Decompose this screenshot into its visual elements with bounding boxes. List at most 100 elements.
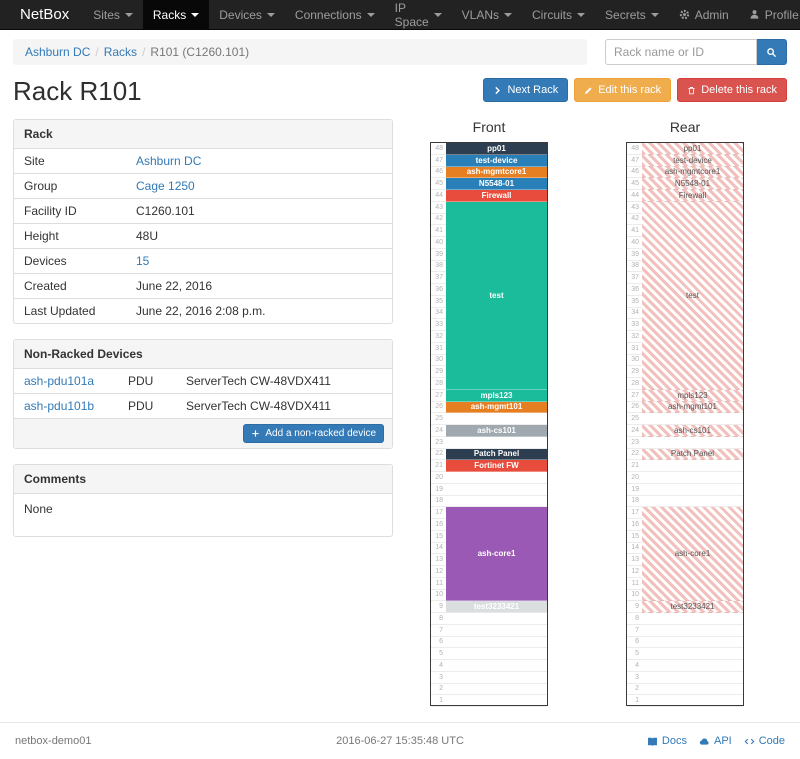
unit-number: 37 (435, 274, 443, 282)
unit-number: 36 (631, 285, 639, 293)
book-icon (647, 736, 658, 747)
unit-number: 37 (631, 274, 639, 282)
footer-timestamp: 2016-06-27 15:35:48 UTC (336, 735, 464, 747)
unit-number: 43 (435, 203, 443, 211)
footer-link-docs[interactable]: Docs (647, 735, 687, 747)
front-device-n5548-01[interactable]: N5548-01 (446, 178, 547, 190)
nav-item-devices[interactable]: Devices (209, 0, 285, 29)
unit-number: 25 (631, 415, 639, 423)
search-button[interactable] (757, 39, 787, 65)
rear-device-test3233421[interactable]: test3233421 (642, 601, 743, 613)
attr-value-link[interactable]: Ashburn DC (136, 154, 202, 168)
nav-item-label: Profile (764, 7, 799, 22)
nav-item-vlans[interactable]: VLANs (452, 0, 522, 29)
unit-number: 16 (435, 520, 443, 528)
front-device-ash-core1[interactable]: ash-core1 (446, 507, 547, 602)
rack-slot: 4 (627, 660, 743, 672)
nav-item-admin[interactable]: Admin (669, 0, 739, 29)
front-device-ash-mgmt101[interactable]: ash-mgmt101 (446, 401, 547, 414)
front-device-ash-mgmtcore1[interactable]: ash-mgmtcore1 (446, 166, 547, 179)
device-link-ash-pdu101a[interactable]: ash-pdu101a (24, 374, 95, 388)
search-input[interactable] (605, 39, 757, 65)
device-link-ash-pdu101b[interactable]: ash-pdu101b (24, 399, 95, 413)
unit-number: 31 (631, 344, 639, 352)
rear-device-mpls123[interactable]: mpls123 (642, 389, 743, 402)
front-device-ash-cs101[interactable]: ash-cs101 (446, 425, 547, 437)
rack-slot: 7 (431, 625, 547, 637)
attr-label: Facility ID (24, 204, 77, 218)
rack-slot: 25 (627, 413, 743, 425)
nonracked-table: ash-pdu101a PDU ServerTech CW-48VDX411 ash-… (14, 369, 392, 418)
nav-item-label: Racks (152, 7, 187, 22)
unit-number: 33 (435, 321, 443, 329)
breadcrumb-item-ashburn-dc[interactable]: Ashburn DC (25, 45, 91, 59)
nav-item-ip-space[interactable]: IP Space (385, 0, 452, 29)
button-label: Edit this rack (598, 84, 662, 96)
unit-number: 40 (631, 238, 639, 246)
unit-number: 32 (435, 332, 443, 340)
delete-rack-button[interactable]: Delete this rack (677, 78, 787, 102)
rear-device-firewall[interactable]: Firewall (642, 190, 743, 202)
footer-links: Docs API Code (528, 735, 785, 747)
footer: netbox-demo01 2016-06-27 15:35:48 UTC Do… (0, 722, 800, 759)
attr-value-link[interactable]: 15 (136, 254, 150, 268)
unit-number: 17 (631, 509, 639, 517)
netbox-brand[interactable]: NetBox (20, 6, 70, 23)
device-name: ash-pdu101b (14, 394, 126, 418)
edit-rack-button[interactable]: Edit this rack (574, 78, 672, 102)
nav-item-sites[interactable]: Sites (83, 0, 143, 29)
front-device-test3233421[interactable]: test3233421 (446, 601, 547, 613)
rack-slot: 23 (431, 437, 547, 449)
rear-device-pp01[interactable]: pp01 (642, 143, 743, 155)
front-device-mpls123[interactable]: mpls123 (446, 389, 547, 402)
footer-link-api[interactable]: API (699, 735, 732, 747)
front-device-pp01[interactable]: pp01 (446, 143, 547, 155)
unit-number: 6 (439, 638, 443, 646)
unit-number: 34 (631, 309, 639, 317)
rear-device-patch-panel[interactable]: Patch Panel (642, 448, 743, 461)
nav-item-connections[interactable]: Connections (285, 0, 385, 29)
nav-item-label: Secrets (605, 7, 646, 22)
user-icon (749, 9, 760, 20)
add-nonracked-device-button[interactable]: Add a non-racked device (243, 424, 384, 443)
rear-device-ash-core1[interactable]: ash-core1 (642, 507, 743, 602)
unit-number: 40 (435, 238, 443, 246)
attr-value: 48U (136, 229, 159, 243)
footer-link-code[interactable]: Code (744, 735, 785, 747)
nav-item-label: Admin (694, 7, 729, 22)
nav-item-racks[interactable]: Racks (142, 0, 210, 29)
rear-device-test[interactable]: test (642, 201, 743, 390)
unit-number: 9 (635, 603, 639, 611)
front-device-fortinet-fw[interactable]: Fortinet FW (446, 460, 547, 472)
nav-item-circuits[interactable]: Circuits (522, 0, 595, 29)
unit-number: 28 (435, 379, 443, 387)
front-device-test-device[interactable]: test-device (446, 154, 547, 167)
rear-device-ash-mgmtcore1[interactable]: ash-mgmtcore1 (642, 166, 743, 179)
unit-number: 10 (631, 591, 639, 599)
front-device-firewall[interactable]: Firewall (446, 190, 547, 202)
breadcrumb-item-racks[interactable]: Racks (103, 45, 138, 59)
rack-slot: 2 (627, 684, 743, 696)
next-rack-button[interactable]: Next Rack (483, 78, 569, 102)
attr-row-last-updated: Last Updated June 22, 2016 2:08 p.m. (14, 298, 392, 323)
front-device-test[interactable]: test (446, 201, 547, 390)
front-device-patch-panel[interactable]: Patch Panel (446, 448, 547, 461)
rack-slot: 1 (431, 695, 547, 707)
rear-device-test-device[interactable]: test-device (642, 154, 743, 167)
nav-item-profile[interactable]: Profile (739, 0, 800, 29)
rear-device-ash-cs101[interactable]: ash-cs101 (642, 425, 743, 437)
attr-value-link[interactable]: Cage 1250 (136, 179, 195, 193)
unit-number: 36 (435, 285, 443, 293)
unit-number: 23 (631, 438, 639, 446)
unit-number: 48 (435, 144, 443, 152)
nav-item-secrets[interactable]: Secrets (595, 0, 669, 29)
unit-number: 27 (435, 391, 443, 399)
unit-number: 8 (635, 614, 639, 622)
rack-slot: 8 (627, 613, 743, 625)
rear-device-n5548-01[interactable]: N5548-01 (642, 178, 743, 190)
unit-number: 12 (435, 567, 443, 575)
unit-number: 48 (631, 144, 639, 152)
rear-device-ash-mgmt101[interactable]: ash-mgmt101 (642, 401, 743, 414)
attr-row-devices: Devices 15 (14, 248, 392, 273)
rack-slot: 18 (431, 496, 547, 508)
